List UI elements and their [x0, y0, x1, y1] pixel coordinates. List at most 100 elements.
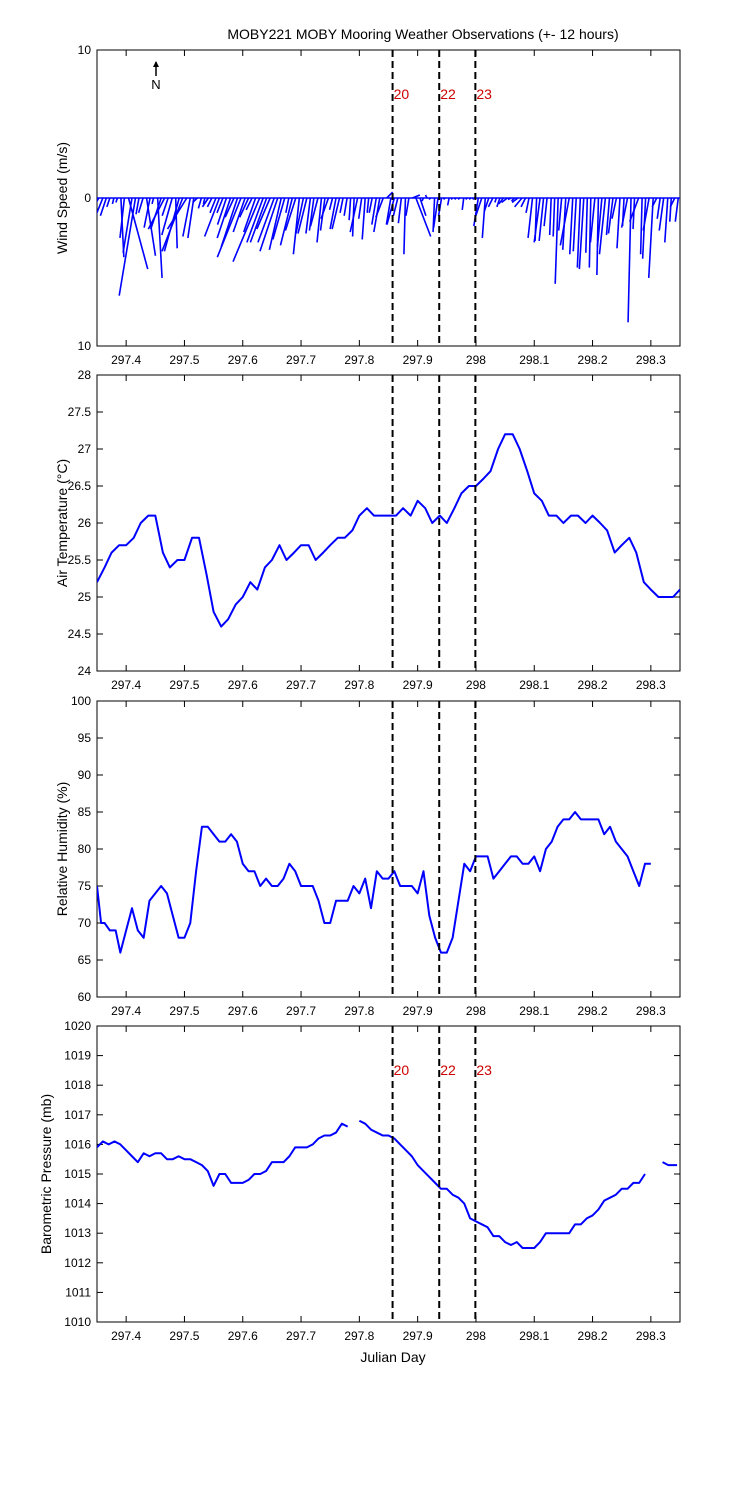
wind-vector	[507, 197, 512, 201]
panels: 297.4 297.5 297.6 297.7 297.8 297.9 298 298.1 29…	[38, 43, 681, 1343]
wind-vector	[161, 197, 184, 252]
wind-vector	[292, 197, 301, 255]
x-tick-label: 297.7	[286, 353, 316, 367]
event-marker-label: 23	[476, 86, 492, 102]
wind-vector	[119, 197, 126, 239]
wind-vector	[375, 197, 384, 218]
series-line	[358, 1119, 646, 1249]
x-tick-label: 298.2	[578, 1004, 608, 1018]
wind-vector	[209, 197, 217, 214]
wind-vector	[115, 197, 119, 203]
y-tick-label: 10	[78, 43, 92, 57]
wind-vector	[339, 197, 344, 213]
wind-vector	[368, 197, 373, 213]
series-line	[97, 1122, 349, 1187]
x-tick-label: 297.6	[228, 353, 258, 367]
wind-vector	[245, 197, 253, 211]
wind-vector	[481, 197, 487, 239]
wind-vector	[192, 197, 198, 204]
x-tick-label: 297.4	[111, 678, 141, 692]
y-tick-label: 85	[78, 805, 92, 819]
wind-vector	[483, 197, 490, 212]
wind-vector	[216, 197, 224, 214]
x-tick-label: 298.1	[519, 1329, 549, 1343]
wind-vector	[557, 197, 563, 231]
wind-vector	[472, 197, 475, 201]
x-tick-label: 298	[466, 1329, 486, 1343]
wind-vector	[598, 197, 607, 255]
plot-area	[97, 191, 680, 323]
wind-vector	[596, 197, 603, 247]
wind-vector	[143, 197, 151, 228]
y-tick-label: 1011	[65, 1285, 91, 1299]
wind-vector	[305, 197, 312, 234]
wind-vector	[639, 197, 643, 255]
x-tick-label: 297.6	[228, 1329, 258, 1343]
y-tick-label: 1016	[64, 1137, 91, 1151]
y-tick-label: 100	[71, 694, 91, 708]
wind-vector	[428, 197, 432, 201]
y-axis-label: Air Temperature (°C)	[54, 459, 70, 587]
wind-vector	[320, 197, 330, 219]
wind-vector	[329, 197, 337, 230]
wind-vector	[242, 197, 257, 233]
wind-vector	[520, 197, 527, 208]
plot-area	[97, 1119, 678, 1249]
x-tick-label: 298.1	[519, 353, 549, 367]
wind-vector	[166, 197, 188, 230]
wind-vector	[232, 197, 246, 233]
wind-vector	[343, 197, 348, 216]
wind-vector	[127, 197, 149, 270]
wind-vector	[668, 197, 673, 222]
x-tick-label: 298.3	[636, 678, 666, 692]
x-tick-label: 297.4	[111, 1004, 141, 1018]
wind-vector	[554, 197, 559, 284]
wind-vector	[588, 197, 592, 268]
wind-vector	[135, 197, 140, 215]
x-tick-label: 298.3	[636, 1329, 666, 1343]
wind-vector	[487, 197, 494, 208]
wind-vector	[647, 197, 654, 278]
x-tick-label: 297.8	[344, 1004, 374, 1018]
wind-vector	[259, 197, 279, 252]
wind-vector	[620, 197, 629, 228]
panel-2: 297.4 297.5 297.6 297.7 297.8 297.9 298 298.1 29…	[54, 368, 681, 692]
wind-vector	[371, 197, 378, 225]
y-axis-label: Barometric Pressure (mb)	[38, 1094, 54, 1254]
x-tick-label: 298	[466, 1004, 486, 1018]
wind-vector	[295, 197, 305, 234]
x-axis-label: Julian Day	[360, 1349, 425, 1365]
panel-1: 297.4 297.5 297.6 297.7 297.8 297.9 298 298.1 29…	[54, 43, 681, 367]
y-tick-label: 70	[78, 916, 92, 930]
y-tick-label: 1020	[64, 1019, 91, 1033]
wind-vector	[494, 197, 498, 203]
wind-vector	[538, 197, 545, 242]
y-axis-label: Wind Speed (m/s)	[54, 142, 70, 254]
wind-vector	[137, 197, 144, 214]
wind-vector	[511, 197, 519, 204]
y-tick-label: 27.5	[68, 405, 92, 419]
x-tick-label: 297.9	[403, 1004, 433, 1018]
x-tick-label: 298.3	[636, 1004, 666, 1018]
wind-vector	[224, 197, 235, 218]
wind-vector	[443, 197, 446, 201]
wind-vector	[349, 197, 359, 233]
wind-vector	[309, 197, 319, 227]
wind-vector	[559, 197, 571, 246]
wind-vector	[297, 197, 308, 234]
wind-vector	[285, 197, 290, 213]
y-tick-label: 24	[78, 664, 92, 678]
y-axis-label: Relative Humidity (%)	[54, 782, 70, 917]
wind-vector	[432, 197, 439, 228]
wind-vector	[118, 197, 137, 296]
y-tick-label: 24.5	[68, 627, 92, 641]
wind-vector	[656, 197, 661, 219]
wind-vector	[151, 197, 155, 205]
series-line	[97, 811, 651, 954]
wind-vector	[576, 197, 582, 268]
x-tick-label: 297.4	[111, 1329, 141, 1343]
wind-vector	[616, 197, 621, 249]
y-tick-label: 90	[78, 768, 92, 782]
wind-vector	[111, 197, 115, 205]
wind-vector	[216, 197, 232, 239]
